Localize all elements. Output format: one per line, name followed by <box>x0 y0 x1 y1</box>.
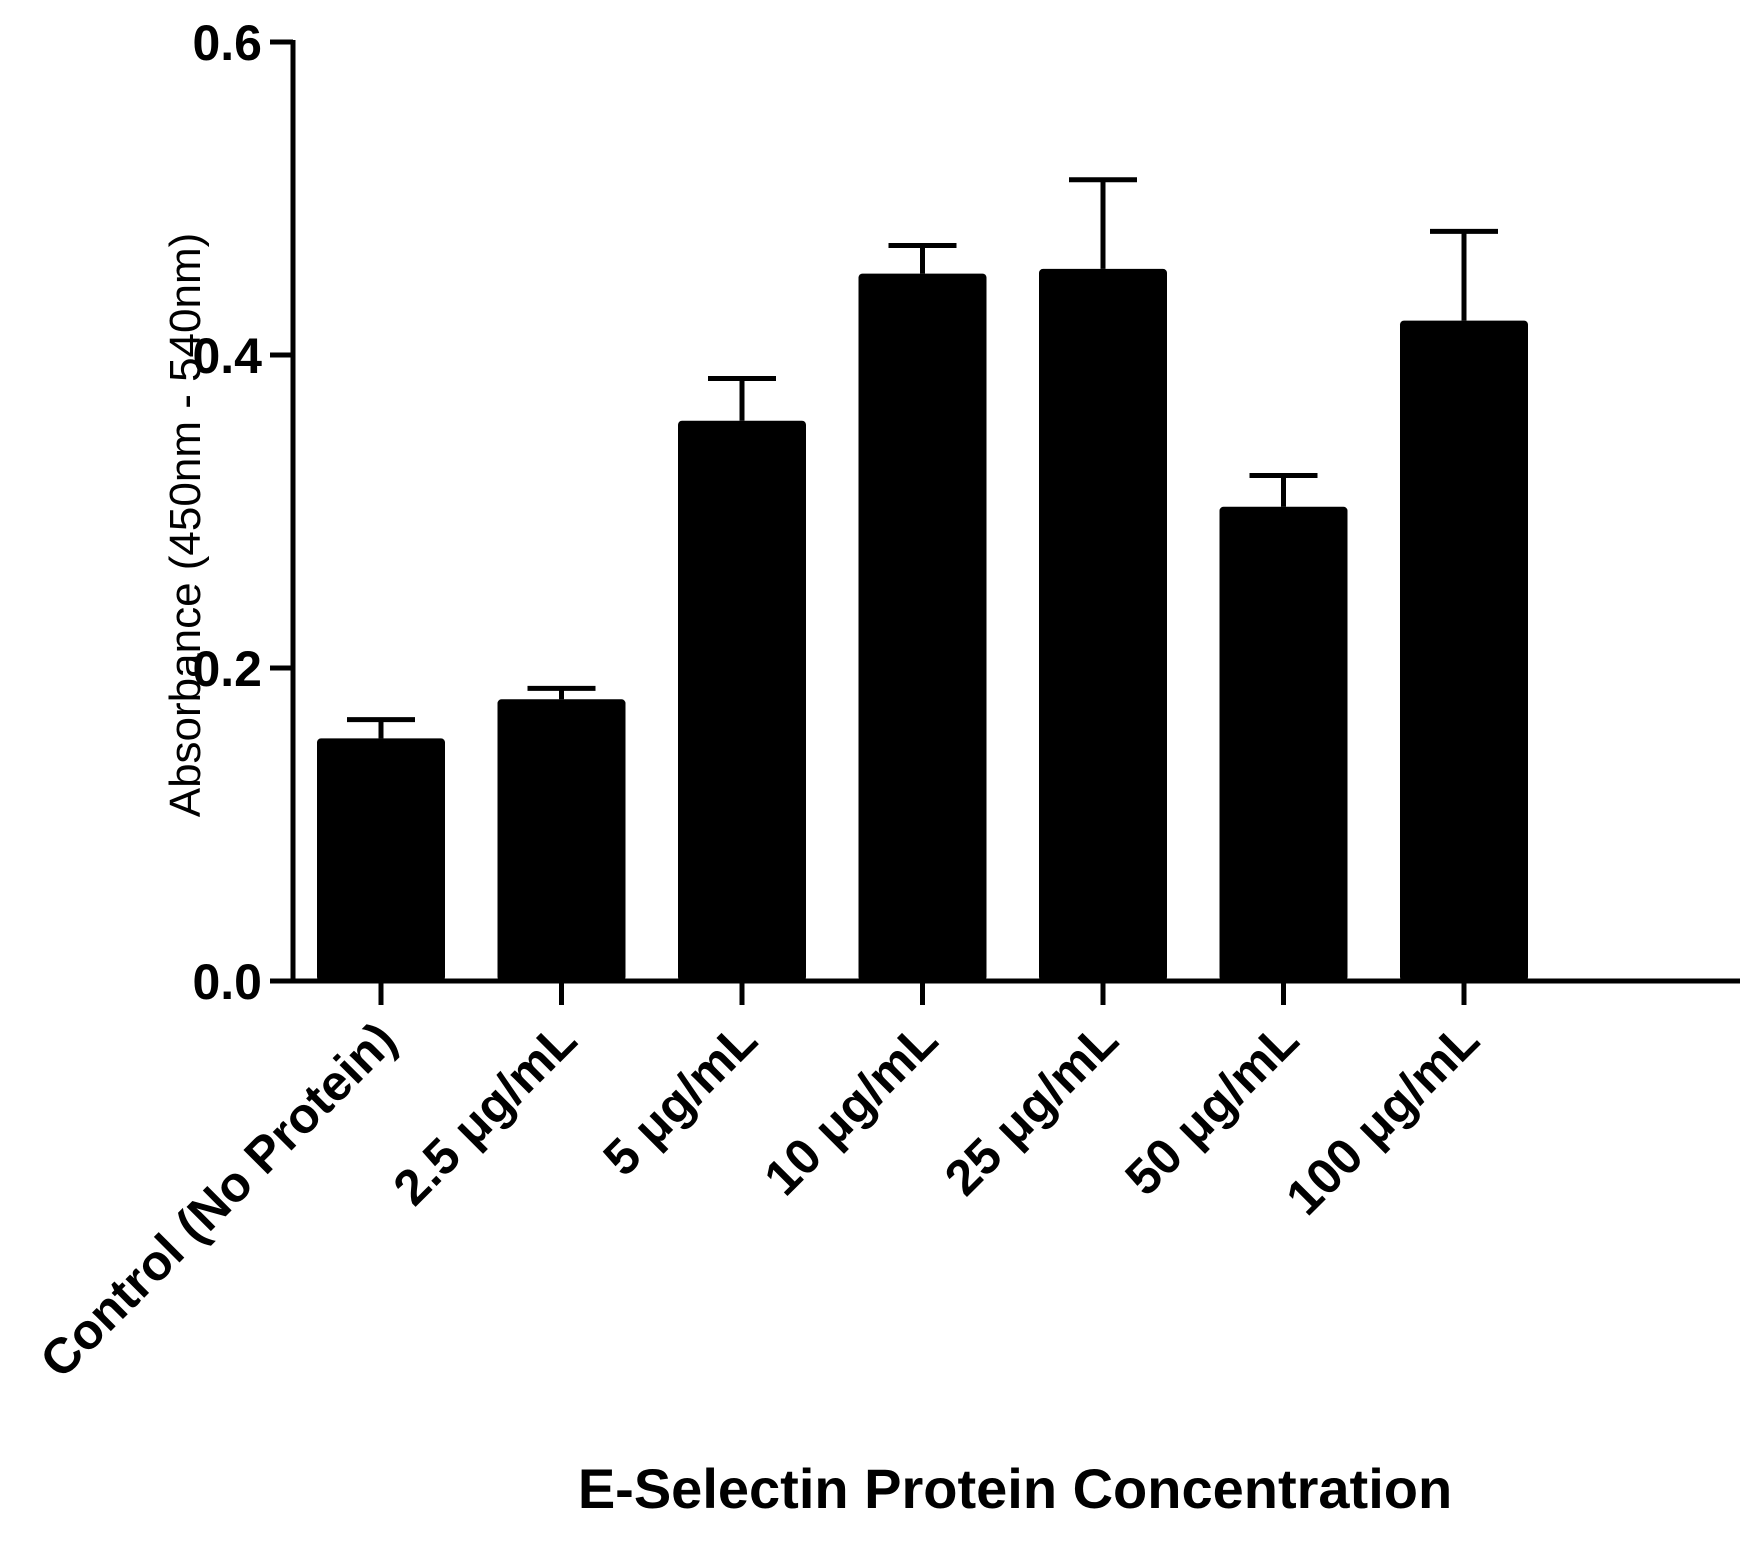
axes-layer <box>290 40 1740 984</box>
y-tick-label: 0.4 <box>192 328 262 384</box>
y-ticks: 0.0 0.2 0.4 0.6 <box>192 15 293 1010</box>
bar <box>497 699 626 981</box>
y-tick-label: 0.2 <box>192 641 262 697</box>
x-tick-label: 10 μg/mL <box>753 1011 948 1206</box>
x-tick-label: 2.5 μg/mL <box>383 1011 588 1216</box>
bar <box>1039 268 1167 981</box>
x-tick-label: 25 μg/mL <box>934 1011 1129 1206</box>
x-tick-label: Control (No Protein) <box>29 1011 406 1388</box>
x-tick-label: 5 μg/mL <box>593 1011 768 1186</box>
bar <box>317 738 445 981</box>
y-axis-title: Absorbance (450nm - 540nm) <box>161 233 210 818</box>
x-tick-label: 100 μg/mL <box>1275 1011 1489 1225</box>
bar <box>858 273 987 981</box>
bars-layer <box>317 177 1528 982</box>
y-tick-label: 0.6 <box>192 15 262 71</box>
bar <box>678 420 806 982</box>
bar <box>1219 506 1348 981</box>
x-tick-label: 50 μg/mL <box>1114 1011 1309 1206</box>
y-tick-label: 0.0 <box>192 954 262 1010</box>
bar <box>1400 320 1528 981</box>
x-axis-title: E-Selectin Protein Concentration <box>578 1457 1452 1520</box>
